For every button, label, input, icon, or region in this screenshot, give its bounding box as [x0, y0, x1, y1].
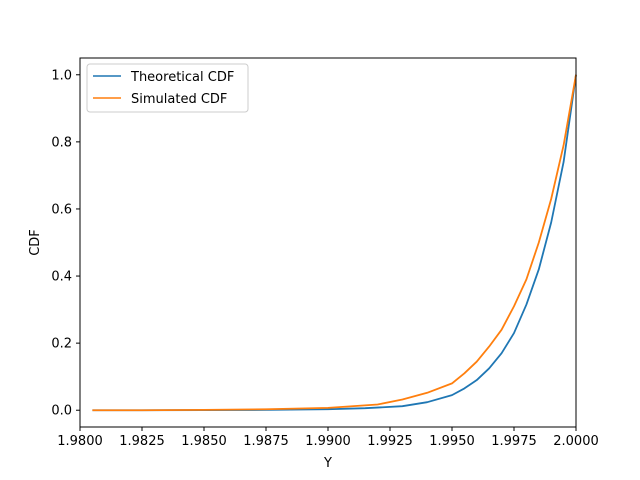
- y-tick-label: 1.0: [51, 68, 72, 83]
- x-tick-label: 1.9950: [429, 434, 475, 449]
- x-tick-label: 1.9875: [243, 434, 289, 449]
- legend-label-simulated: Simulated CDF: [131, 92, 227, 107]
- x-tick-label: 1.9850: [181, 434, 227, 449]
- x-tick-label: 1.9925: [367, 434, 413, 449]
- x-tick-label: 1.9800: [57, 434, 103, 449]
- series-layer: [92, 74, 577, 412]
- x-axis-label: Y: [323, 456, 332, 471]
- y-tick-label: 0.8: [51, 135, 72, 150]
- x-tick-label: 1.9825: [119, 434, 165, 449]
- x-tick-label: 1.9900: [305, 434, 351, 449]
- y-tick-label: 0.2: [51, 337, 72, 352]
- x-tick-label: 2.0000: [553, 434, 599, 449]
- y-tick-label: 0.0: [51, 404, 72, 419]
- legend-box: [86, 63, 249, 113]
- legend: Theoretical CDF Simulated CDF: [86, 63, 249, 113]
- y-tick-label: 0.4: [51, 270, 72, 285]
- y-axis-ticks: 0.0 0.2 0.4 0.6 0.8 1.0: [51, 68, 80, 419]
- x-tick-label: 1.9975: [491, 434, 537, 449]
- legend-label-theoretical: Theoretical CDF: [130, 70, 234, 85]
- y-tick-label: 0.6: [51, 202, 72, 217]
- series-line-simulated: [92, 74, 577, 412]
- x-axis-ticks: 1.9800 1.9825 1.9850 1.9875 1.9900 1.9925 1.99…: [57, 427, 599, 449]
- y-axis-label: CDF: [28, 229, 43, 256]
